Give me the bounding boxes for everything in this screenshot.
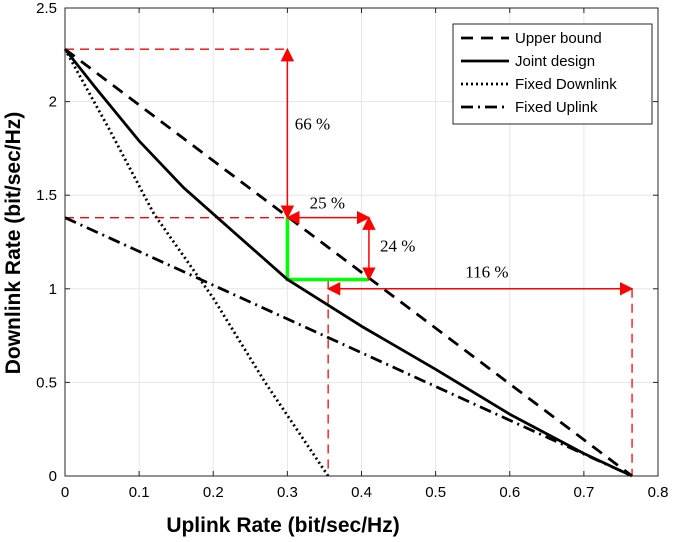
y-axis-label: Downlink Rate (bit/sec/Hz) — [2, 112, 25, 375]
series-line-fixed-downlink — [63, 48, 330, 477]
x-tick-label: 0 — [61, 484, 69, 501]
legend-label: Fixed Uplink — [515, 99, 598, 116]
x-tick-label: 0.5 — [425, 484, 446, 501]
y-tick-label: 0 — [49, 468, 57, 485]
legend-label: Joint design — [515, 53, 595, 70]
x-tick-label: 0.2 — [203, 484, 224, 501]
x-tick-label: 0.1 — [129, 484, 150, 501]
x-axis-label: Uplink Rate (bit/sec/Hz) — [166, 514, 399, 537]
x-tick-label: 0.7 — [573, 484, 594, 501]
series-line-upper-bound — [64, 48, 633, 478]
annotation-label: 66 % — [295, 115, 330, 134]
legend-label: Upper bound — [515, 30, 602, 47]
x-tick-label: 0.3 — [277, 484, 298, 501]
y-tick-label: 1 — [49, 281, 57, 298]
annotation-label: 25 % — [310, 193, 345, 212]
y-tick-label: 1.5 — [36, 187, 57, 204]
x-tick-label: 0.6 — [499, 484, 520, 501]
annotation-label: 116 % — [465, 263, 508, 282]
legend-label: Fixed Downlink — [515, 76, 617, 93]
y-tick-label: 0.5 — [36, 374, 57, 391]
y-tick-label: 2.5 — [36, 0, 57, 17]
plot-area: 66 % 25 % 24 % 116 % 0 0.1 0.2 0.3 0.4 0.5 0.6 0.7 0… — [36, 0, 668, 501]
x-tick-label: 0.4 — [351, 484, 372, 501]
y-tick-label: 2 — [49, 94, 57, 111]
annotation-label: 24 % — [380, 236, 415, 255]
series-line-joint-design — [63, 48, 633, 478]
series-line-fixed-uplink — [64, 216, 633, 478]
x-tick-label: 0.8 — [648, 484, 669, 501]
